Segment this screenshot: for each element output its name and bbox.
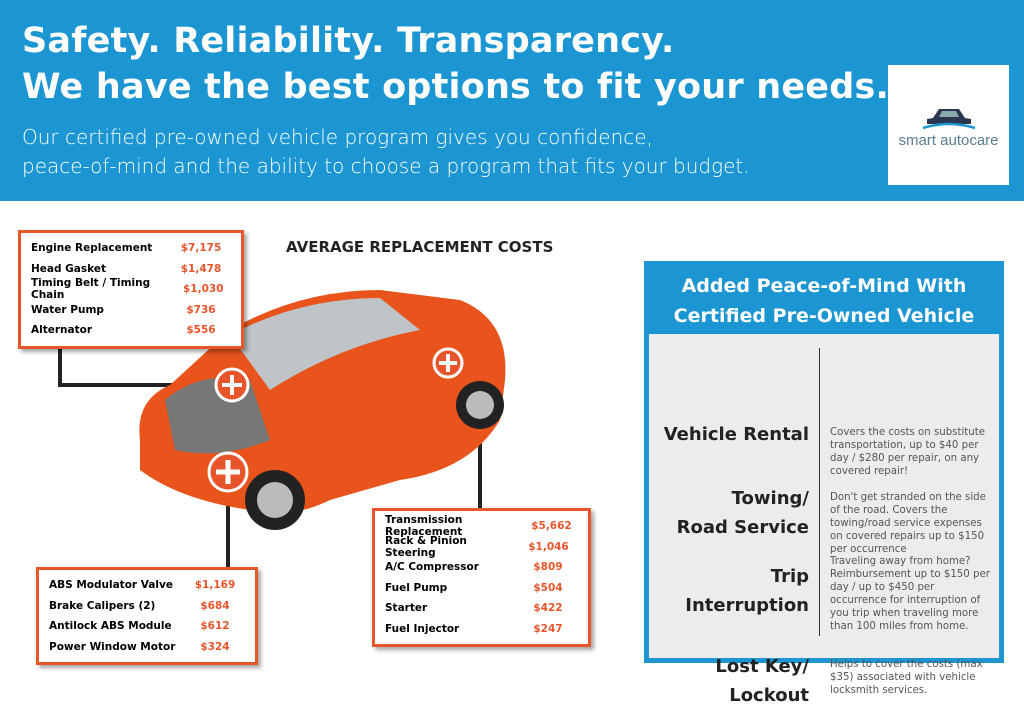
cost-row: Fuel Pump $504 xyxy=(385,578,578,599)
part-name: Brake Calipers (2) xyxy=(49,599,156,612)
part-name: Transmission Replacement xyxy=(385,514,463,539)
benefit-description: Helps to cover the costs (max $35) assoc… xyxy=(830,659,983,696)
part-name: Water Pump xyxy=(31,303,104,316)
benefit-description: Traveling away from home? Reimbursement … xyxy=(830,556,990,632)
part-price: $612 xyxy=(200,620,230,633)
part-name: Timing Belt / Timing Chain xyxy=(31,277,151,302)
cost-row: Engine Replacement $7,175 xyxy=(31,238,231,259)
benefit-label: Towing/Road Service xyxy=(676,488,809,538)
cost-row: ABS Modulator Valve $1,169 xyxy=(49,575,245,596)
part-price: $684 xyxy=(200,599,230,612)
cost-row: Antilock ABS Module $612 xyxy=(49,616,245,637)
part-price: $5,662 xyxy=(531,520,572,533)
part-price: $1,169 xyxy=(194,579,236,592)
plus-icon-engine xyxy=(214,367,250,403)
part-name: Head Gasket xyxy=(31,262,106,275)
header-banner: Safety. Reliability. Transparency. We ha… xyxy=(0,0,1024,201)
part-price: $7,175 xyxy=(180,242,222,255)
cost-row: Timing Belt / Timing Chain $1,030 xyxy=(31,277,231,302)
part-price: $504 xyxy=(533,581,563,594)
benefit-label: Trip Interruption xyxy=(685,566,809,616)
brake-costs-box: ABS Modulator Valve $1,169 Brake Calipers … xyxy=(36,567,258,665)
part-name: Rack & Pinion Steering xyxy=(385,534,467,559)
smart-autocare-logo: smart autocare xyxy=(888,65,1009,185)
cost-row: Starter $422 xyxy=(385,598,578,619)
part-price: $809 xyxy=(533,561,563,574)
part-name: ABS Modulator Valve xyxy=(49,579,173,592)
part-name: Engine Replacement xyxy=(31,242,153,255)
headline: Safety. Reliability. Transparency. We ha… xyxy=(22,21,889,107)
drivetrain-costs-box: Transmission Replacement $5,662 Rack & Pin… xyxy=(372,508,591,647)
part-price: $247 xyxy=(533,622,563,635)
plus-icon-brakes xyxy=(207,451,249,493)
cost-row: Brake Calipers (2) $684 xyxy=(49,596,245,617)
cost-row: Transmission Replacement $5,662 xyxy=(385,514,578,539)
costs-heading: AVERAGE REPLACEMENT COSTS xyxy=(286,238,554,256)
engine-costs-box: Engine Replacement $7,175 Head Gasket $1,47… xyxy=(18,230,244,349)
part-price: $422 xyxy=(533,602,563,615)
part-price: $1,478 xyxy=(180,262,222,275)
part-price: $1,046 xyxy=(528,540,569,553)
part-price: $324 xyxy=(200,640,230,653)
benefit-label: Vehicle Rental xyxy=(663,424,809,445)
benefit-description: Don't get stranded on the side of the ro… xyxy=(830,492,986,555)
part-name: Power Window Motor xyxy=(49,640,176,653)
part-name: Fuel Pump xyxy=(385,581,448,594)
car-icon xyxy=(922,108,975,129)
cost-row: A/C Compressor $809 xyxy=(385,557,578,578)
cost-row: Power Window Motor $324 xyxy=(49,637,245,658)
panel-title: Added Peace-of-Mind With Certified Pre-O… xyxy=(649,266,999,334)
divider xyxy=(819,348,820,636)
cost-row: Alternator $556 xyxy=(31,320,231,341)
cost-row: Rack & Pinion Steering $1,046 xyxy=(385,534,578,559)
cost-row: Fuel Injector $247 xyxy=(385,619,578,640)
subheadline: Our certified pre-owned vehicle program … xyxy=(22,125,750,178)
part-name: Fuel Injector xyxy=(385,622,460,635)
part-price: $556 xyxy=(186,324,216,337)
cost-row: Head Gasket $1,478 xyxy=(31,259,231,280)
part-price: $1,030 xyxy=(182,283,224,296)
part-name: A/C Compressor xyxy=(385,561,479,574)
cost-row: Water Pump $736 xyxy=(31,300,231,321)
benefit-label: Lost Key/Lockout xyxy=(715,656,809,706)
part-name: Antilock ABS Module xyxy=(49,620,172,633)
plus-icon-transmission xyxy=(432,347,464,379)
part-name: Alternator xyxy=(31,324,93,337)
benefit-description: Covers the costs on substitute transport… xyxy=(830,427,986,477)
part-price: $736 xyxy=(186,303,216,316)
benefits-panel: Added Peace-of-Mind With Certified Pre-O… xyxy=(644,261,1004,706)
part-name: Starter xyxy=(385,602,428,615)
car-windshield xyxy=(230,298,420,390)
